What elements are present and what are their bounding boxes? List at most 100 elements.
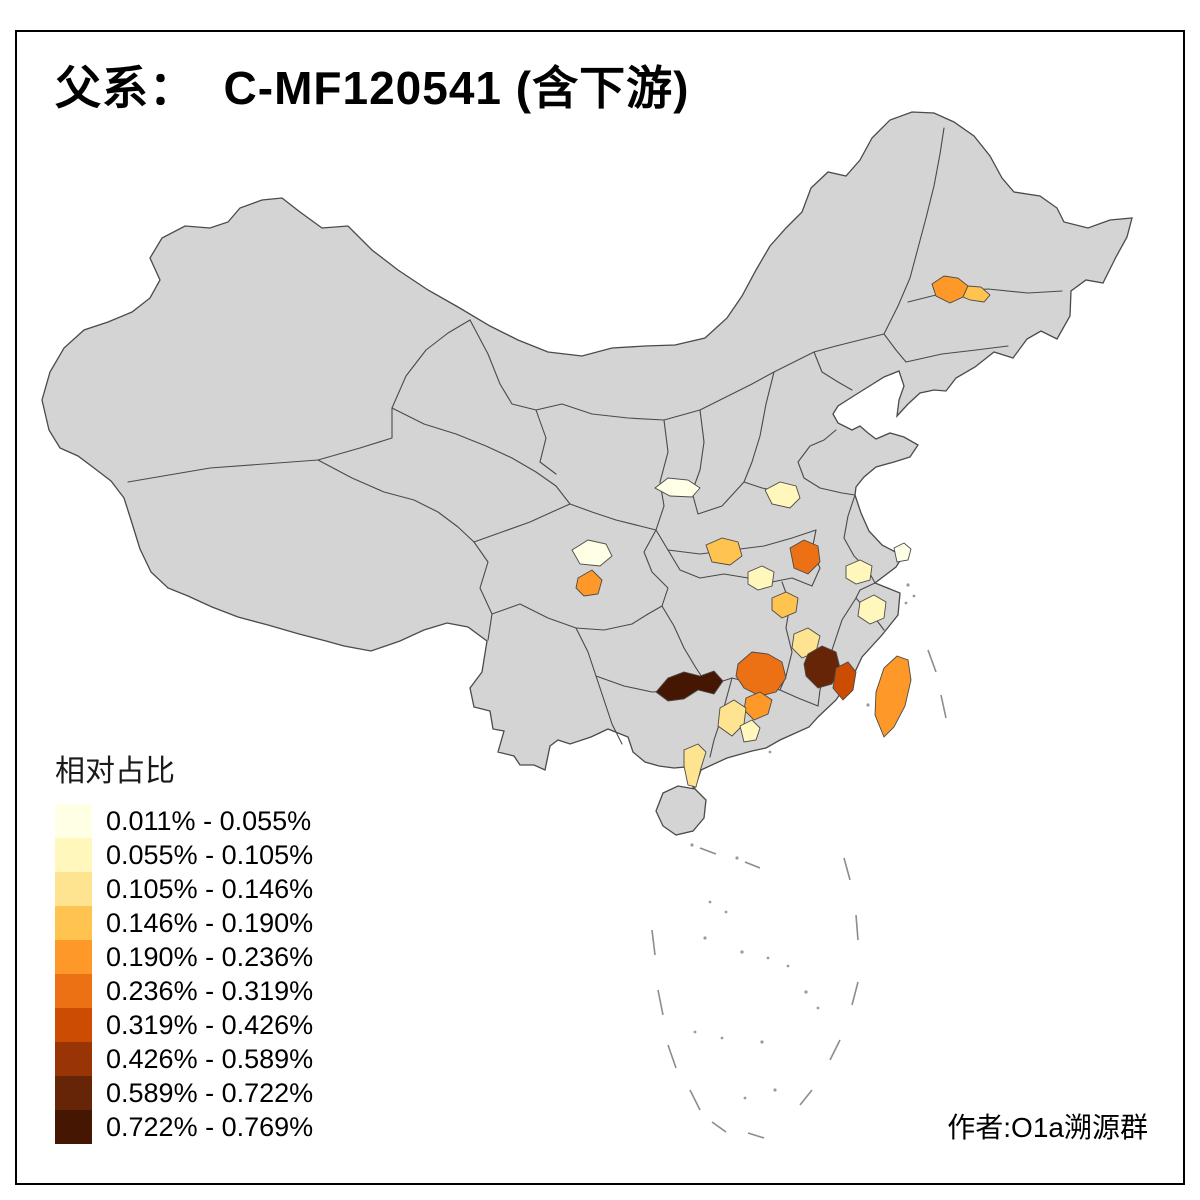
legend-label: 0.146% - 0.190% [106, 907, 314, 938]
legend-swatch [55, 1008, 92, 1042]
province-border-line [667, 529, 817, 555]
legend-row: 0.146% - 0.190% [55, 906, 313, 940]
legend-title: 相对占比 [55, 755, 175, 788]
highlighted-prefecture [705, 537, 743, 566]
islet-dot [743, 1096, 747, 1100]
province-border-line [813, 351, 853, 391]
highlighted-prefecture [735, 651, 787, 697]
dash-segment [829, 1039, 841, 1061]
dash-segment [747, 1132, 765, 1139]
province-border-line [743, 371, 775, 483]
dash-segment [699, 847, 717, 855]
legend: 相对占比 0.011% - 0.055% 0.055% - 0.105% 0.1… [55, 746, 313, 1144]
islet-dot [693, 1030, 697, 1034]
dash-segment [657, 989, 664, 1016]
legend-row: 0.190% - 0.236% [55, 940, 313, 974]
dash-segment [927, 649, 937, 673]
author-credit: 作者:O1a溯源群 [947, 1112, 1148, 1143]
legend-swatch [55, 1110, 92, 1144]
page-title: 父系： C-MF120541 (含下游) [55, 62, 690, 114]
taiwan-island-shape [874, 655, 912, 738]
legend-label: 0.426% - 0.589% [106, 1043, 314, 1074]
province-border-line [127, 459, 319, 483]
legend-row: 0.105% - 0.146% [55, 872, 313, 906]
legend-label: 0.589% - 0.722% [106, 1077, 314, 1108]
dash-segment [799, 1089, 813, 1106]
highlighted-prefecture [962, 285, 991, 303]
hainan-island-shape [655, 785, 707, 836]
highlighted-prefectures [571, 275, 991, 788]
province-border-line [317, 459, 475, 543]
legend-label: 0.055% - 0.105% [106, 839, 314, 870]
legend-swatch [55, 872, 92, 906]
islet-dot [906, 583, 910, 587]
province-border-line [905, 345, 1009, 363]
dash-segment [689, 1089, 701, 1111]
province-border-line [473, 503, 571, 543]
islet-dot [804, 990, 808, 994]
islet-dot [703, 936, 707, 940]
islet-dot [866, 703, 870, 707]
legend-swatch [55, 838, 92, 872]
legend-row: 0.011% - 0.055% [55, 804, 313, 838]
province-borders [127, 127, 1063, 758]
nine-dash-line [651, 649, 947, 1139]
highlighted-prefecture [571, 539, 613, 567]
dash-segment [711, 1121, 727, 1133]
islet-dot [690, 843, 694, 847]
islet-dot [904, 601, 908, 605]
china-mainland-shape [41, 111, 1133, 792]
legend-row: 0.236% - 0.319% [55, 974, 313, 1008]
legend-row: 0.426% - 0.589% [55, 1042, 313, 1076]
highlighted-prefecture [575, 569, 603, 597]
highlighted-prefecture [789, 539, 821, 575]
province-border-line [661, 605, 709, 687]
legend-row: 0.722% - 0.769% [55, 1110, 313, 1144]
legend-swatch [55, 940, 92, 974]
small-islands [690, 583, 916, 1100]
legend-swatch [55, 804, 92, 838]
province-border-line [535, 409, 557, 475]
highlighted-prefecture [857, 594, 887, 625]
islet-dot [735, 856, 739, 860]
legend-label: 0.319% - 0.426% [106, 1009, 314, 1040]
islet-dot [766, 956, 770, 960]
dash-segment [651, 929, 656, 956]
highlighted-prefecture [654, 477, 701, 498]
highlighted-prefecture [803, 645, 841, 689]
islet-dot [720, 1036, 724, 1040]
province-border-line [391, 407, 571, 505]
province-border-line [655, 419, 669, 551]
legend-label: 0.011% - 0.055% [106, 805, 312, 836]
legend-row: 0.319% - 0.426% [55, 1008, 313, 1042]
islet-dot [760, 1040, 764, 1044]
islet-dot [724, 910, 728, 914]
islet-dot [786, 964, 790, 968]
province-border-line [643, 529, 669, 615]
province-border-line [797, 429, 856, 496]
legend-swatch [55, 906, 92, 940]
islet-dot [768, 750, 772, 754]
islet-dot [816, 1006, 820, 1010]
highlighted-prefecture [771, 591, 799, 619]
province-border-line [575, 627, 623, 745]
legend-row: 0.589% - 0.722% [55, 1076, 313, 1110]
dash-segment [843, 857, 851, 881]
legend-label: 0.236% - 0.319% [106, 975, 314, 1006]
dash-segment [744, 861, 761, 869]
islet-dot [740, 950, 744, 954]
province-border-line [779, 689, 819, 707]
highlighted-prefecture [764, 481, 801, 509]
highlighted-prefecture [655, 670, 724, 702]
highlighted-prefecture [832, 661, 857, 701]
dash-segment [940, 694, 947, 719]
highlighted-prefecture [683, 743, 707, 788]
highlighted-prefecture [747, 565, 775, 591]
province-border-line [883, 333, 907, 363]
landmass [41, 111, 1133, 836]
legend-label: 0.105% - 0.146% [106, 873, 314, 904]
province-border-line [883, 127, 945, 335]
dash-segment [667, 1044, 677, 1069]
